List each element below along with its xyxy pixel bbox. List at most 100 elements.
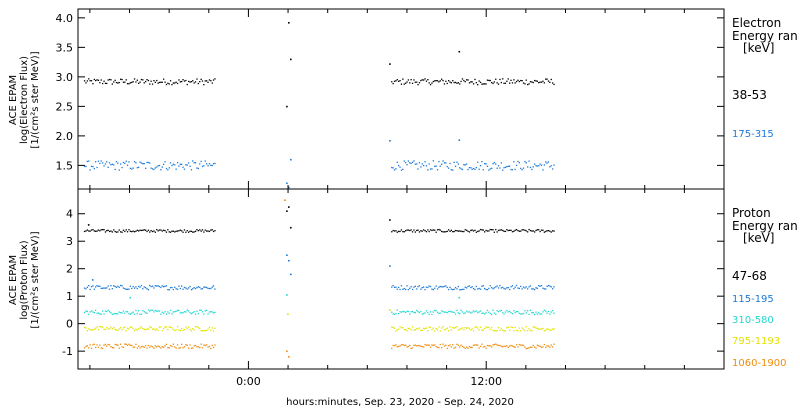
electron-series-38-53-point — [88, 78, 90, 80]
proton-series-47-68-point — [416, 229, 418, 232]
electron-series-175-315-point — [169, 162, 172, 164]
electron-series-38-53-point — [182, 79, 184, 81]
proton-series-310-580-point — [121, 312, 123, 314]
proton-series-1060-1900-point — [396, 346, 398, 348]
proton-series-310-580-point — [402, 310, 404, 313]
proton-series-115-195-point — [413, 286, 415, 288]
proton-series-310-580-point — [471, 311, 473, 313]
proton-series-795-1193-point — [434, 330, 436, 332]
electron-series-38-53-point — [517, 79, 519, 81]
proton-series-115-195-point — [83, 287, 86, 289]
proton-series-47-68-point — [128, 229, 130, 231]
proton-series-115-195-point — [203, 286, 205, 288]
proton-series-1060-1900-point — [475, 344, 477, 346]
proton-series-795-1193-point — [525, 326, 527, 328]
proton-series-47-68-point — [542, 229, 544, 231]
electron-series-175-315-point — [486, 165, 489, 167]
proton-series-1060-1900-point — [157, 345, 159, 347]
proton-series-310-580-point — [416, 309, 418, 312]
electron-series-175-315-point — [120, 163, 122, 165]
proton-series-1060-1900-point — [131, 344, 133, 347]
proton-series-795-1193-point — [169, 326, 172, 328]
proton-series-310-580-point — [421, 313, 423, 315]
proton-series-310-580-point — [435, 310, 437, 312]
proton-series-795-1193-point — [96, 326, 98, 328]
proton-series-115-195-point — [449, 286, 451, 288]
proton-series-115-195-point — [414, 285, 416, 287]
electron-series-38-53-point — [511, 82, 514, 84]
proton-series-47-68-point — [525, 230, 527, 232]
proton-series-310-580-point — [157, 310, 159, 312]
proton-series-310-580-point — [100, 313, 102, 315]
proton-series-47-68-point — [474, 229, 476, 231]
electron-series-38-53-point — [122, 81, 125, 83]
proton-series-310-580-point — [95, 309, 97, 311]
proton-series-47-68-point — [461, 230, 464, 233]
proton-series-1060-1900-point — [467, 347, 469, 349]
electron-series-38-53-point — [111, 83, 113, 85]
electron-series-175-315-point — [197, 167, 199, 170]
proton-series-310-580-point — [400, 311, 403, 313]
proton-series-47-68-point — [510, 229, 512, 231]
proton-series-310-580-point — [286, 294, 288, 296]
electron-series-38-53-point — [138, 82, 140, 84]
proton-series-310-580-point — [153, 311, 155, 313]
electron-series-175-315-point — [201, 165, 204, 168]
proton-series-1060-1900-point — [146, 347, 148, 349]
proton-series-47-68-point — [199, 229, 201, 231]
proton-series-1060-1900-point — [452, 344, 454, 346]
proton-series-310-580-point — [214, 311, 216, 314]
proton-series-795-1193-point — [417, 328, 419, 330]
electron-series-175-315-point — [402, 168, 404, 170]
electron-series-38-53-point — [286, 105, 288, 108]
proton-series-310-580-point — [466, 310, 468, 312]
proton-series-115-195-point — [206, 286, 208, 289]
proton-series-310-580-point — [140, 313, 143, 315]
proton-series-115-195-point — [145, 287, 147, 289]
electron-series-175-315-point — [175, 168, 177, 170]
proton-series-47-68-point — [403, 231, 405, 233]
x-tick-label: 12:00 — [470, 375, 502, 388]
electron-series-175-315-point — [97, 160, 100, 162]
proton-ylabel-line-1: ACE EPAM — [8, 255, 19, 305]
proton-series-1060-1900-point — [179, 347, 181, 349]
proton-series-1060-1900-point — [90, 347, 93, 349]
proton-series-1060-1900-point — [485, 347, 487, 349]
proton-series-1060-1900-point — [174, 346, 176, 348]
proton-series-115-195-point — [128, 288, 130, 290]
electron-series-38-53-point — [179, 81, 181, 83]
electron-series-175-315-point — [478, 168, 480, 170]
proton-series-795-1193-point — [89, 329, 91, 331]
proton-series-115-195-point — [114, 285, 116, 288]
proton-series-47-68-point — [89, 230, 91, 232]
proton-series-795-1193-point — [131, 326, 133, 328]
proton-series-795-1193-point — [463, 329, 465, 331]
proton-series-47-68-point — [204, 229, 206, 231]
proton-series-47-68-point — [513, 230, 515, 232]
proton-series-47-68-point — [182, 231, 184, 233]
proton-series-115-195-point — [107, 285, 109, 287]
proton-series-310-580-point — [181, 311, 183, 314]
proton-series-1060-1900-point — [428, 344, 430, 346]
proton-series-115-195-point — [182, 288, 184, 290]
proton-series-795-1193-point — [499, 329, 501, 331]
proton-series-310-580-point — [172, 311, 174, 313]
electron-series-175-315-point — [496, 167, 498, 169]
electron-series-175-315-point — [211, 164, 213, 167]
electron-series-175-315-point — [540, 164, 543, 166]
electron-series-38-53-point — [400, 83, 403, 85]
proton-series-47-68-point — [549, 230, 551, 232]
proton-series-47-68-point — [396, 231, 398, 233]
proton-series-310-580-point — [135, 309, 137, 312]
proton-series-795-1193-point — [120, 327, 122, 329]
electron-series-175-315-point — [448, 167, 450, 169]
proton-series-115-195-point — [539, 285, 541, 287]
proton-series-310-580-point — [117, 313, 119, 315]
proton-series-310-580-point — [553, 312, 555, 314]
proton-series-115-195-point — [108, 288, 111, 290]
proton-series-115-195-point — [482, 285, 484, 287]
proton-series-47-68-point — [449, 230, 451, 232]
electron-series-38-53-point — [499, 78, 501, 81]
proton-series-310-580-point — [525, 312, 527, 314]
proton-series-115-195-point — [204, 286, 206, 288]
